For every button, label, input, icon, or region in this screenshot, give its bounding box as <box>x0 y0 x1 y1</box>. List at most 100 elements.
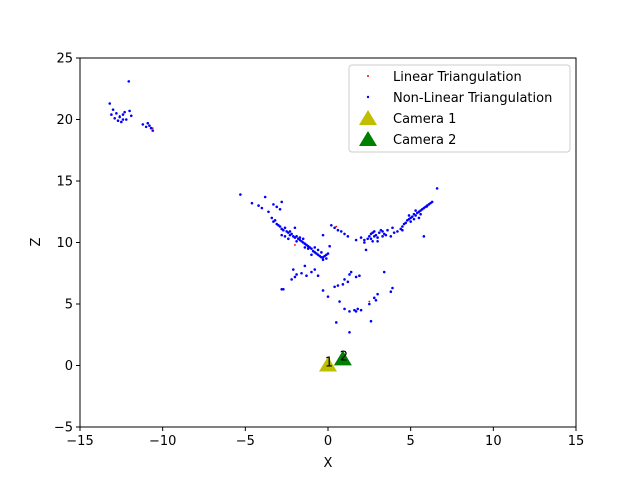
data-point <box>291 268 295 271</box>
data-point <box>339 230 343 233</box>
y-tick-label: 25 <box>56 52 73 67</box>
data-point <box>358 274 361 278</box>
data-point <box>389 235 393 238</box>
data-point <box>401 228 404 232</box>
data-point <box>354 275 358 279</box>
data-point <box>343 232 346 236</box>
data-point <box>325 257 328 260</box>
data-point <box>376 292 379 296</box>
data-point <box>336 228 340 232</box>
data-point <box>336 284 340 287</box>
data-point <box>310 253 313 257</box>
data-point <box>422 235 426 238</box>
x-tick-label: −15 <box>66 434 93 449</box>
x-tick-label: 0 <box>324 434 332 449</box>
data-point <box>363 241 366 244</box>
data-point <box>328 244 331 248</box>
data-point <box>111 108 115 111</box>
data-point <box>417 216 421 220</box>
axes: −15 −10 −5 0 5 10 15 −5 0 5 10 15 20 25 <box>54 52 584 450</box>
data-point <box>364 248 368 252</box>
data-point <box>386 228 389 232</box>
data-point <box>282 287 285 291</box>
data-point <box>151 129 155 132</box>
data-point <box>110 113 113 116</box>
data-point <box>348 273 351 276</box>
data-point <box>330 223 333 227</box>
data-point <box>401 225 404 228</box>
data-point <box>278 207 282 211</box>
data-point <box>354 238 358 242</box>
data-point <box>148 124 151 127</box>
legend-marker <box>359 110 377 125</box>
data-point <box>287 237 290 241</box>
data-point <box>381 230 384 233</box>
data-point <box>359 308 363 312</box>
data-point <box>348 310 351 313</box>
data-point <box>263 195 267 199</box>
x-tick-label: 5 <box>407 434 415 449</box>
data-point <box>270 216 274 220</box>
data-point <box>257 204 260 207</box>
data-point <box>346 280 350 284</box>
data-point <box>372 230 376 233</box>
data-point <box>118 115 121 119</box>
data-point <box>267 210 270 214</box>
data-point <box>305 274 308 278</box>
data-point <box>372 296 376 300</box>
data-point <box>335 225 338 228</box>
data-point <box>293 226 297 230</box>
data-point <box>411 215 414 218</box>
legend-label: Non-Linear Triangulation <box>393 91 552 106</box>
data-point <box>414 209 417 212</box>
camera-2-label: 2 <box>340 349 348 364</box>
data-point <box>435 187 439 190</box>
data-point <box>295 273 298 276</box>
data-point <box>290 232 293 236</box>
data-point <box>275 205 279 209</box>
data-point <box>306 247 310 250</box>
data-point <box>368 300 371 303</box>
data-point <box>333 285 336 289</box>
y-axis-label: Z <box>29 237 44 246</box>
data-point <box>343 278 346 281</box>
data-point <box>123 110 126 114</box>
data-point <box>260 206 264 210</box>
data-point <box>374 299 378 302</box>
x-tick-label: −5 <box>236 434 255 449</box>
legend-marker <box>366 95 370 99</box>
y-tick-label: 0 <box>65 359 73 374</box>
legend-label: Linear Triangulation <box>393 70 522 85</box>
data-point <box>250 201 254 205</box>
data-point <box>321 233 325 237</box>
data-point <box>368 302 371 306</box>
legend-marker <box>367 75 369 77</box>
data-point <box>144 125 148 129</box>
data-point <box>404 221 408 225</box>
data-point <box>320 251 323 254</box>
camera-1-label: 1 <box>325 356 333 371</box>
y-tick-label: 5 <box>65 298 73 313</box>
legend-label: Camera 1 <box>393 112 456 127</box>
data-point <box>280 233 284 237</box>
camera-1-marker <box>319 356 337 372</box>
data-point <box>341 283 345 286</box>
y-tick-label: 15 <box>56 175 73 190</box>
data-point <box>354 310 358 313</box>
data-point <box>376 236 379 239</box>
data-point <box>412 217 416 221</box>
data-point <box>368 235 371 238</box>
data-point <box>407 214 411 217</box>
data-point <box>338 300 341 303</box>
data-point <box>363 238 366 242</box>
camera-2-marker <box>333 350 352 366</box>
data-point <box>113 116 117 120</box>
data-point <box>124 118 128 121</box>
data-point <box>359 236 363 239</box>
data-point <box>326 252 330 255</box>
data-point <box>272 203 275 206</box>
legend-marker <box>359 131 377 146</box>
data-point <box>290 278 293 281</box>
data-point <box>300 271 303 275</box>
